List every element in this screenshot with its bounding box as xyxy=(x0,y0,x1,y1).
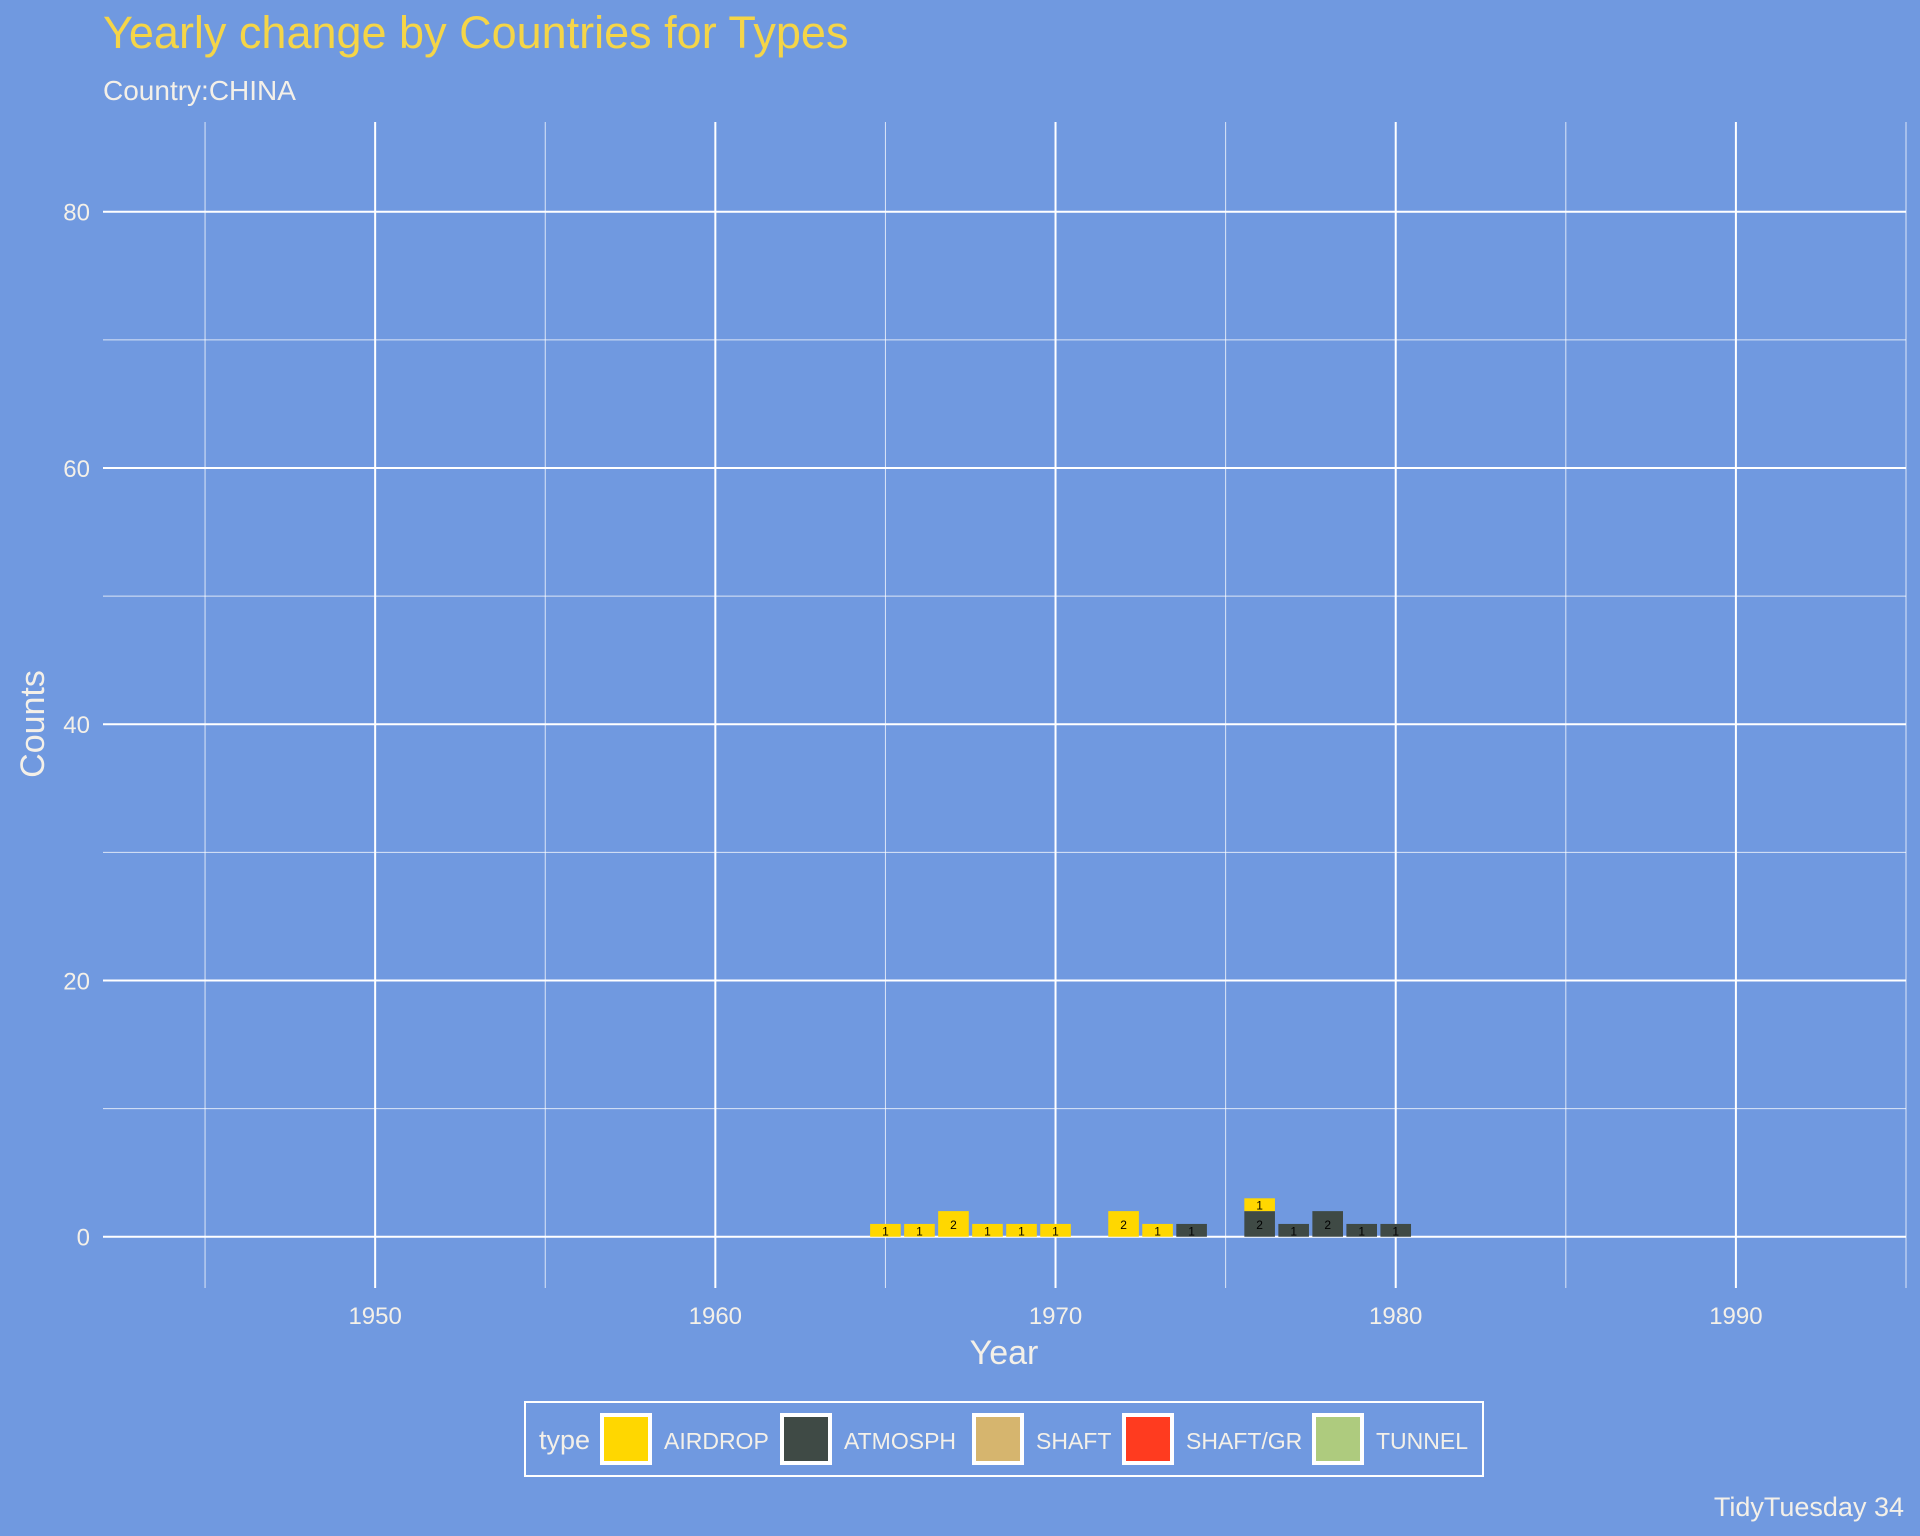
legend-label: TUNNEL xyxy=(1376,1428,1468,1454)
bar-value-label: 2 xyxy=(1324,1218,1331,1232)
legend-label: ATMOSPH xyxy=(844,1428,956,1454)
bar-airdrop xyxy=(938,1211,969,1237)
bar-value-label: 2 xyxy=(950,1218,957,1232)
chart-subtitle: Country:CHINA xyxy=(103,75,296,106)
y-tick-label: 0 xyxy=(77,1225,90,1252)
legend-swatch xyxy=(1312,1413,1364,1465)
bar-value-label: 1 xyxy=(1290,1224,1297,1238)
x-tick-label: 1960 xyxy=(689,1303,742,1330)
bar-value-label: 1 xyxy=(984,1224,991,1238)
x-tick-label: 1990 xyxy=(1709,1303,1762,1330)
bar-airdrop xyxy=(1244,1198,1275,1212)
legend-items: AIRDROP ATMOSPH SHAFT SHAFT/GR TUNNEL xyxy=(600,1413,1468,1465)
bar-value-label: 2 xyxy=(1256,1218,1263,1232)
bar-airdrop xyxy=(1006,1223,1037,1237)
legend-box xyxy=(524,1401,1484,1477)
bar-airdrop xyxy=(1040,1223,1071,1237)
bar-airdrop xyxy=(1142,1223,1173,1237)
bar-airdrop xyxy=(870,1223,901,1237)
bar-value-label: 1 xyxy=(1188,1224,1195,1238)
bar-atmosph xyxy=(1244,1211,1275,1237)
legend-label: SHAFT/GR xyxy=(1186,1428,1302,1454)
bar-atmosph xyxy=(1278,1223,1309,1237)
legend: type AIRDROP ATMOSPH SHAFT SHAFT/GR TUNNEL xyxy=(524,1401,1484,1477)
bar-airdrop xyxy=(1108,1211,1139,1237)
bar-value-label: 1 xyxy=(1052,1224,1059,1238)
bar-value-label: 1 xyxy=(1154,1224,1161,1238)
bar-value-label: 1 xyxy=(1256,1199,1263,1213)
x-tick-label: 1980 xyxy=(1369,1303,1422,1330)
x-tick-label: 1970 xyxy=(1029,1303,1082,1330)
caption: TidyTuesday 34 xyxy=(1714,1492,1904,1522)
bar-value-label: 1 xyxy=(916,1224,923,1238)
chart-title: Yearly change by Countries for Types xyxy=(103,7,848,58)
bar-value-label: 1 xyxy=(882,1224,889,1238)
axes: 1950 1960 1970 1980 1990 0 20 40 60 80 xyxy=(63,200,1762,1330)
y-tick-label: 60 xyxy=(63,456,90,483)
y-tick-label: 20 xyxy=(63,968,90,995)
grid xyxy=(103,122,1907,1288)
bar-atmosph xyxy=(1380,1223,1412,1237)
bar-value-label: 1 xyxy=(1358,1224,1365,1238)
y-tick-label: 40 xyxy=(63,712,90,739)
y-tick-label: 80 xyxy=(63,200,90,227)
bar-atmosph xyxy=(1176,1223,1207,1237)
bar-atmosph xyxy=(1346,1223,1378,1237)
bar-value-label: 1 xyxy=(1392,1224,1399,1238)
y-axis-title: Counts xyxy=(14,670,52,778)
bar-airdrop xyxy=(904,1223,935,1237)
bar-value-label: 2 xyxy=(1120,1218,1127,1232)
legend-swatch xyxy=(972,1413,1024,1465)
x-tick-label: 1950 xyxy=(348,1303,401,1330)
bar-airdrop xyxy=(972,1223,1003,1237)
legend-swatch xyxy=(1122,1413,1174,1465)
bar-atmosph xyxy=(1312,1211,1343,1237)
bars: 1 1 2 1 1 1 2 1 1 2 1 1 2 1 1 xyxy=(870,1198,1412,1238)
legend-label: AIRDROP xyxy=(664,1428,769,1454)
legend-title: type xyxy=(539,1425,590,1455)
x-axis-title: Year xyxy=(970,1334,1039,1372)
legend-label: SHAFT xyxy=(1036,1428,1111,1454)
legend-swatch xyxy=(780,1413,832,1465)
legend-swatch xyxy=(600,1413,652,1465)
bar-value-label: 1 xyxy=(1018,1224,1025,1238)
